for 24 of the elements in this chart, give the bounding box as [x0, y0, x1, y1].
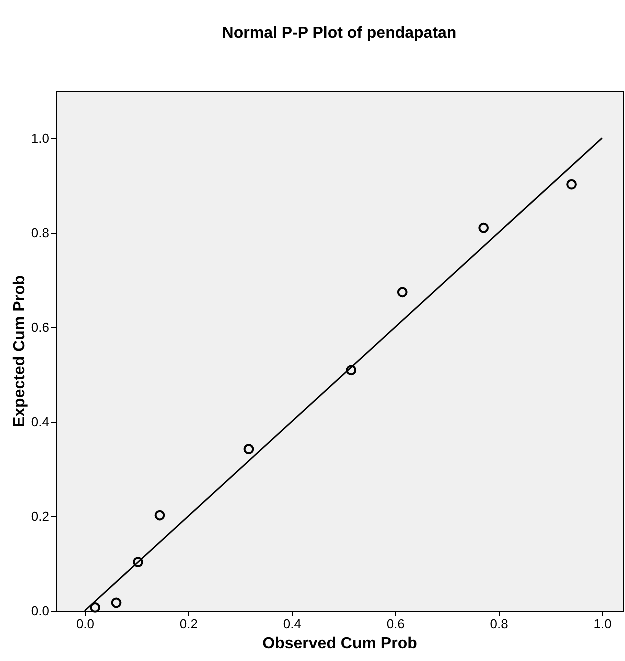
point	[397, 287, 408, 298]
y-tick-label: 0.6	[31, 320, 50, 335]
point	[244, 444, 254, 454]
point	[566, 179, 577, 190]
point	[478, 222, 490, 234]
x-tick-label: 0.0	[76, 616, 95, 632]
point	[111, 598, 122, 608]
x-tick-label: 0.4	[283, 616, 302, 632]
x-tick-label: 0.8	[490, 616, 508, 632]
point	[90, 602, 100, 613]
y-axis-title: Expected Cum Prob	[11, 275, 28, 428]
point	[346, 365, 357, 376]
x-tick-label: 0.6	[386, 616, 405, 632]
point	[154, 510, 166, 521]
y-tick-label: 0.0	[31, 604, 50, 618]
y-tick-label: 0.8	[31, 225, 50, 240]
y-tick-label: 1.0	[31, 130, 50, 146]
y-tick-label: 0.2	[31, 508, 50, 524]
x-tick-label: 1.0	[594, 616, 612, 632]
x-tick-label: 0.2	[180, 616, 198, 632]
x-axis-title: Observed Cum Prob	[262, 636, 418, 652]
chart-title: Normal P-P Plot of pendapatan	[222, 25, 457, 42]
y-tick-label: 0.4	[31, 414, 50, 430]
point	[133, 557, 144, 568]
